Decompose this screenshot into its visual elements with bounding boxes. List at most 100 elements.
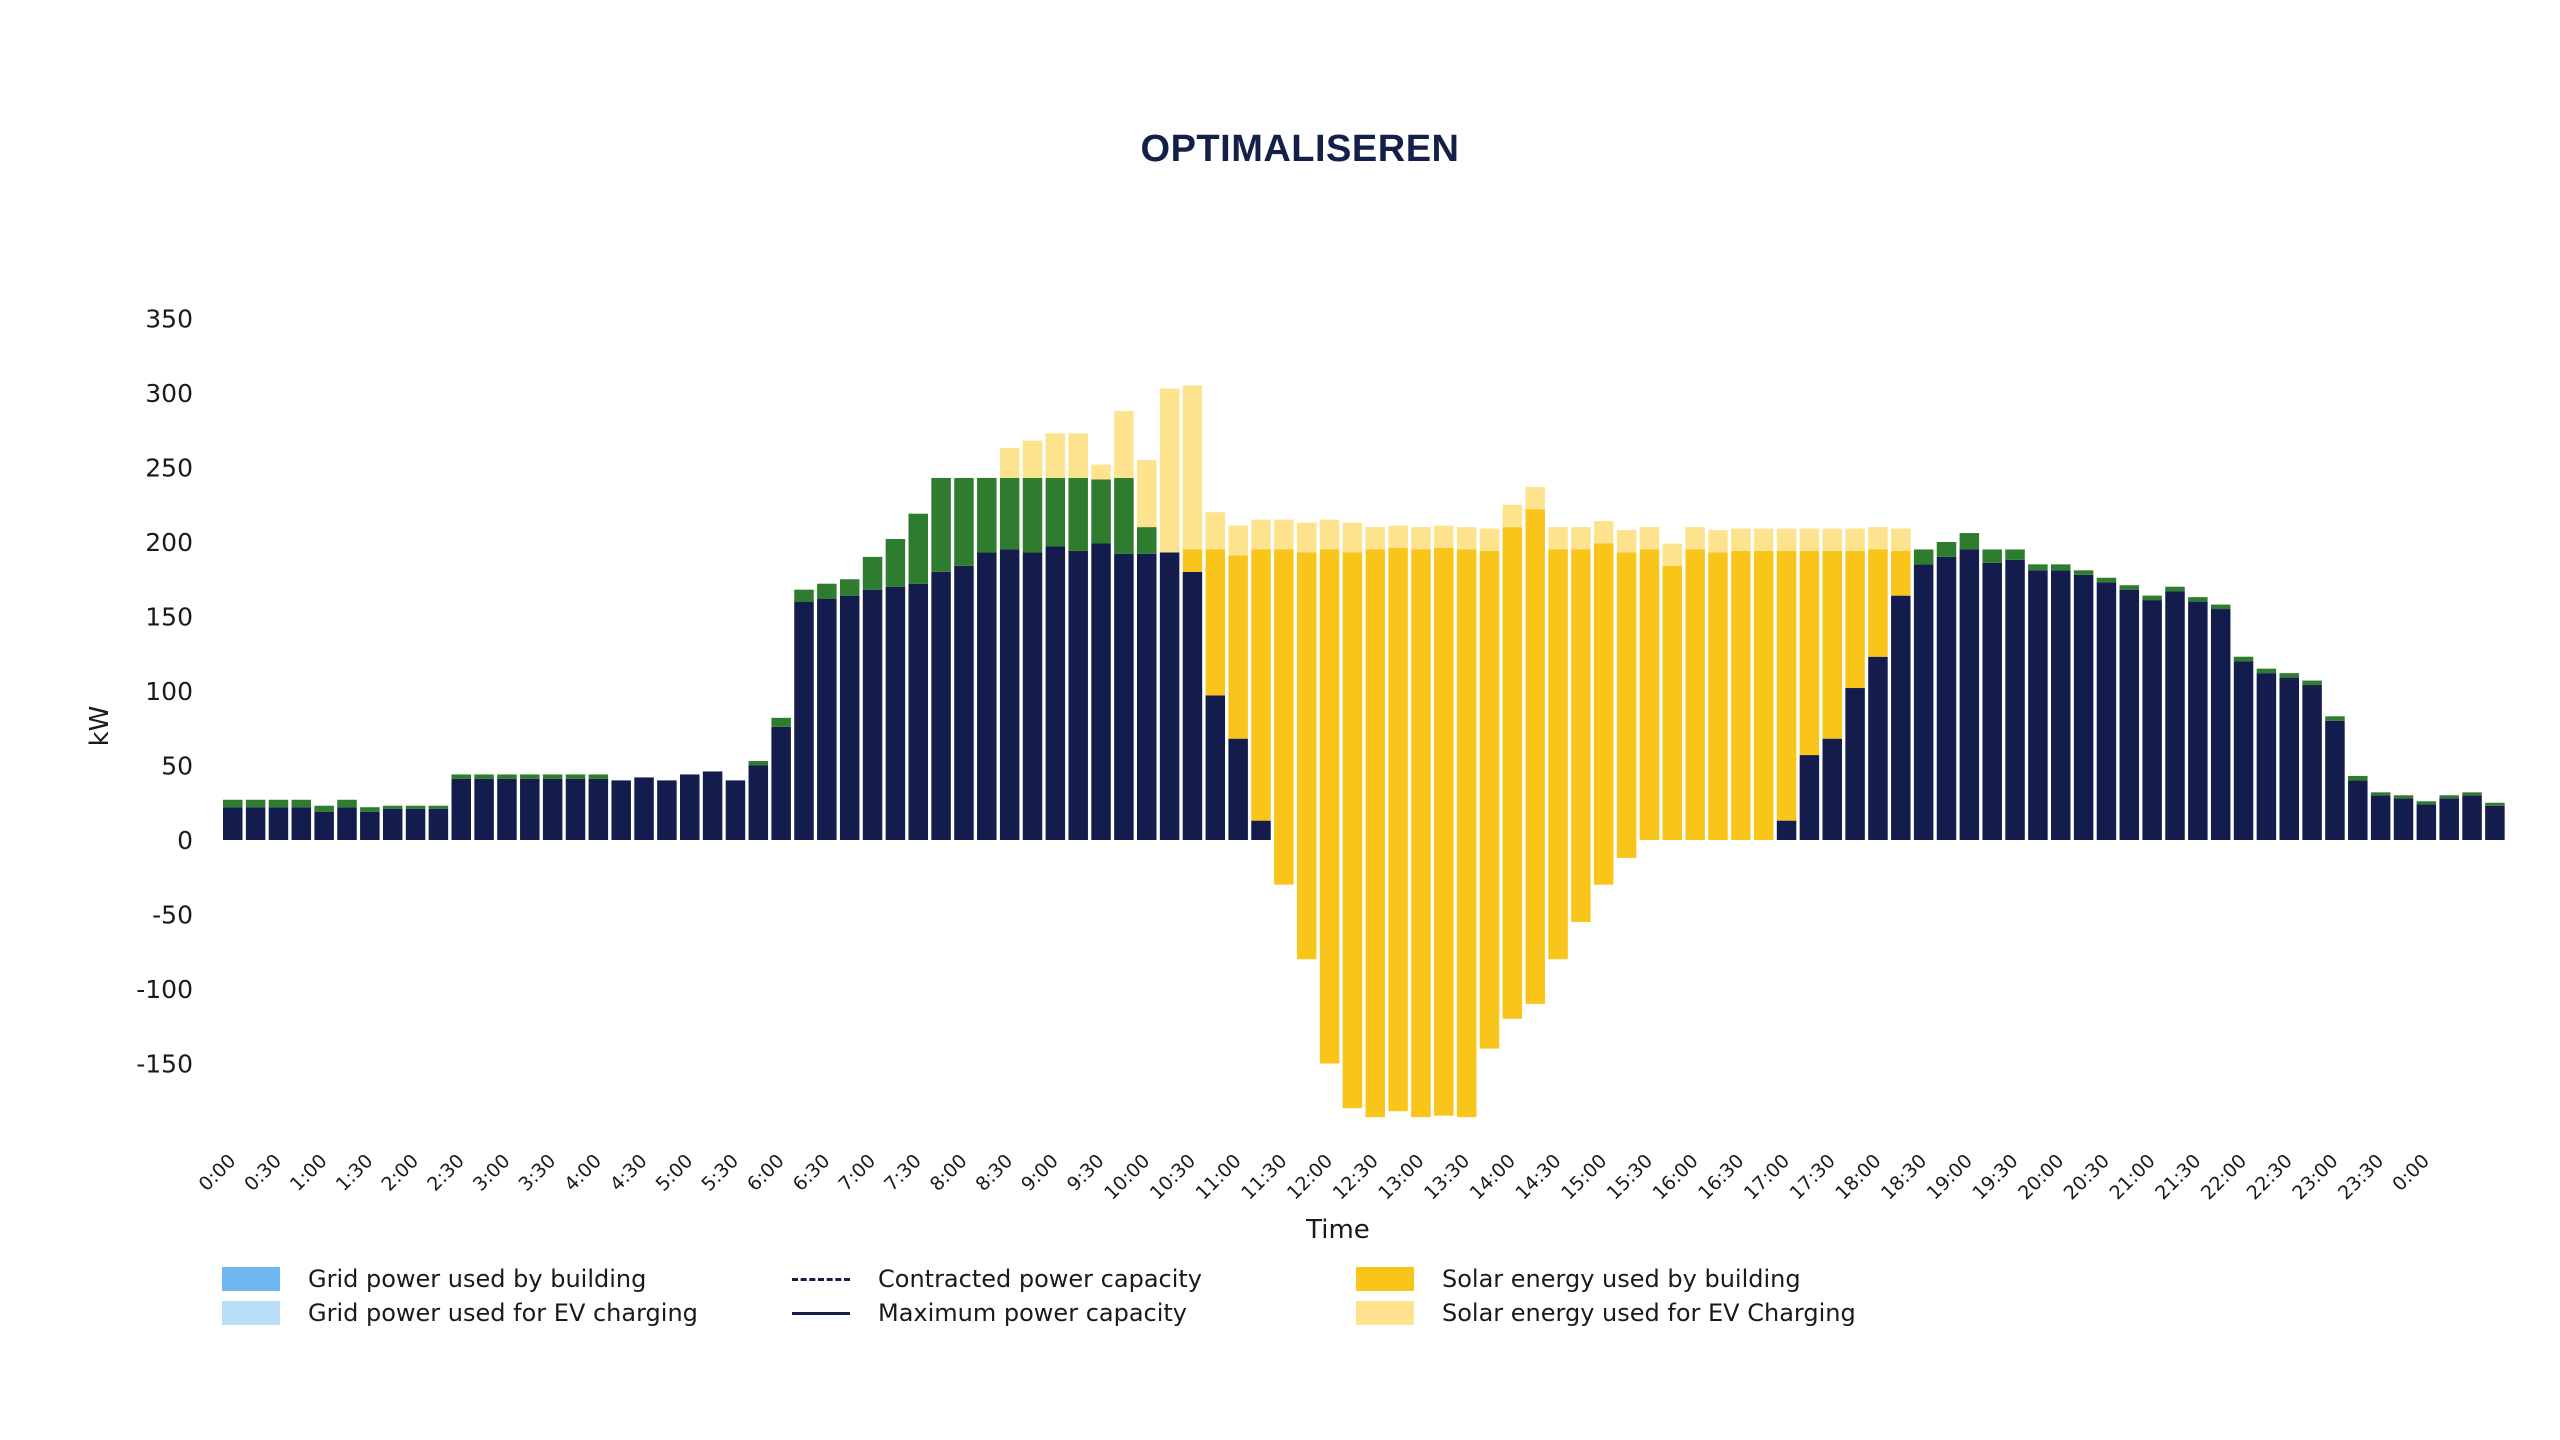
x-tick-label: 3:30 bbox=[515, 1150, 561, 1196]
x-tick-label: 4:30 bbox=[606, 1150, 652, 1196]
x-tick-label: 20:30 bbox=[2060, 1150, 2114, 1204]
bar-grid-building bbox=[588, 778, 609, 840]
bar-grid-building bbox=[1205, 695, 1226, 840]
bar-grid-building bbox=[954, 565, 974, 840]
x-tick-label: 16:00 bbox=[1648, 1150, 1702, 1204]
x-tick-label: 17:30 bbox=[1786, 1150, 1840, 1204]
bar-grid-building bbox=[1159, 552, 1180, 840]
bar-solar-building bbox=[1182, 549, 1203, 572]
y-tick-label: 0 bbox=[177, 826, 193, 855]
x-tick-label: 0:30 bbox=[240, 1150, 286, 1196]
bar-grid-building bbox=[1022, 552, 1043, 840]
bar-solar-export bbox=[1594, 840, 1614, 885]
bar-grid-ev bbox=[2005, 549, 2025, 560]
bars-layer bbox=[223, 385, 2505, 1118]
bar-grid-building bbox=[977, 552, 997, 840]
legend-item-grid-ev: Grid power used for EV charging bbox=[222, 1296, 698, 1330]
bar-grid-ev bbox=[2210, 604, 2231, 610]
x-tick-label: 22:00 bbox=[2197, 1150, 2251, 1204]
legend-swatch-solar-ev bbox=[1356, 1301, 1414, 1325]
bar-grid-building bbox=[2188, 601, 2208, 840]
bar-grid-ev bbox=[2325, 716, 2345, 721]
bar-solar-ev bbox=[1434, 525, 1454, 548]
bar-grid-ev bbox=[1022, 477, 1043, 553]
bar-solar-ev bbox=[1753, 528, 1774, 551]
x-tick-label: 2:00 bbox=[377, 1150, 423, 1196]
bar-solar-ev bbox=[1731, 528, 1751, 551]
bar-solar-building bbox=[1845, 550, 1865, 689]
bar-grid-building bbox=[497, 778, 517, 840]
x-tick-label: 8:00 bbox=[926, 1150, 972, 1196]
bar-grid-ev bbox=[1137, 527, 1157, 554]
bar-grid-building bbox=[2302, 685, 2322, 840]
bar-grid-building bbox=[1822, 738, 1842, 840]
bar-grid-building bbox=[2028, 570, 2048, 840]
bar-solar-building bbox=[1274, 549, 1294, 840]
bar-solar-ev bbox=[999, 448, 1020, 478]
x-tick-label: 13:30 bbox=[1420, 1150, 1474, 1204]
bar-solar-ev bbox=[1342, 522, 1363, 553]
bar-solar-export bbox=[1456, 840, 1477, 1118]
bar-solar-ev bbox=[1274, 519, 1294, 550]
bar-grid-building bbox=[2393, 798, 2414, 840]
bar-solar-ev bbox=[1639, 527, 1660, 550]
x-tick-label: 2:30 bbox=[423, 1150, 469, 1196]
bar-solar-building bbox=[1708, 552, 1728, 840]
bar-grid-building bbox=[1251, 820, 1271, 840]
x-tick-label: 19:00 bbox=[1923, 1150, 1977, 1204]
bar-solar-building bbox=[1228, 555, 1248, 739]
x-tick-label: 12:30 bbox=[1329, 1150, 1383, 1204]
bar-grid-building bbox=[2485, 805, 2505, 840]
legend-item-solar-building: Solar energy used by building bbox=[1356, 1262, 1856, 1296]
y-tick-label: 300 bbox=[145, 379, 193, 408]
bar-solar-building bbox=[1525, 509, 1545, 840]
bar-solar-building bbox=[1342, 552, 1363, 840]
bar-grid-building bbox=[2119, 589, 2140, 840]
bar-solar-ev bbox=[1479, 528, 1500, 551]
bar-grid-building bbox=[2439, 798, 2459, 840]
bar-solar-building bbox=[1799, 550, 1820, 756]
bar-grid-building bbox=[2233, 661, 2254, 840]
bar-grid-building bbox=[931, 571, 951, 840]
bar-grid-ev bbox=[291, 799, 312, 808]
bar-solar-building bbox=[1388, 547, 1408, 840]
bar-grid-ev bbox=[908, 513, 928, 584]
bar-grid-ev bbox=[2142, 595, 2162, 601]
bar-solar-export bbox=[1388, 840, 1408, 1112]
x-tick-label: 7:00 bbox=[834, 1150, 880, 1196]
bar-grid-building bbox=[1045, 546, 1066, 840]
x-tick-label: 9:00 bbox=[1017, 1150, 1063, 1196]
bar-solar-ev bbox=[1685, 527, 1705, 550]
bar-grid-ev bbox=[1114, 477, 1134, 554]
bar-grid-ev bbox=[1959, 533, 1980, 550]
bar-grid-building bbox=[428, 808, 449, 840]
bar-grid-building bbox=[565, 778, 586, 840]
bar-grid-ev bbox=[2028, 564, 2048, 571]
bar-grid-building bbox=[1868, 656, 1888, 840]
bar-grid-ev bbox=[474, 774, 494, 779]
legend-swatch-solar-building bbox=[1356, 1267, 1414, 1291]
bar-grid-building bbox=[2348, 780, 2368, 840]
x-tick-label: 14:00 bbox=[1466, 1150, 1520, 1204]
bar-grid-ev bbox=[2233, 656, 2254, 662]
bar-grid-ev bbox=[565, 774, 586, 779]
bar-grid-ev bbox=[2462, 792, 2482, 796]
x-tick-label: 14:30 bbox=[1511, 1150, 1565, 1204]
bar-grid-ev bbox=[2119, 585, 2140, 590]
legend-swatch-grid-building bbox=[222, 1267, 280, 1291]
bar-solar-building bbox=[1365, 549, 1385, 840]
bar-grid-building bbox=[520, 778, 540, 840]
bar-solar-export bbox=[1502, 840, 1523, 1019]
bar-solar-export bbox=[1548, 840, 1568, 960]
bar-grid-ev bbox=[2416, 801, 2437, 805]
bar-solar-ev bbox=[1799, 528, 1820, 551]
y-tick-label: 200 bbox=[145, 528, 193, 557]
bar-grid-ev bbox=[1982, 549, 2002, 563]
x-tick-label: 7:30 bbox=[880, 1150, 926, 1196]
bar-grid-building bbox=[1799, 755, 1820, 840]
x-axis-ticks: 0:00 0:30 1:00 1:30 2:00 2:30 3:00 3:30 4:00 4:30… bbox=[195, 1150, 2434, 1204]
y-tick-label: 150 bbox=[145, 603, 193, 632]
bar-grid-building bbox=[2416, 804, 2437, 840]
bar-grid-ev bbox=[2188, 597, 2208, 602]
